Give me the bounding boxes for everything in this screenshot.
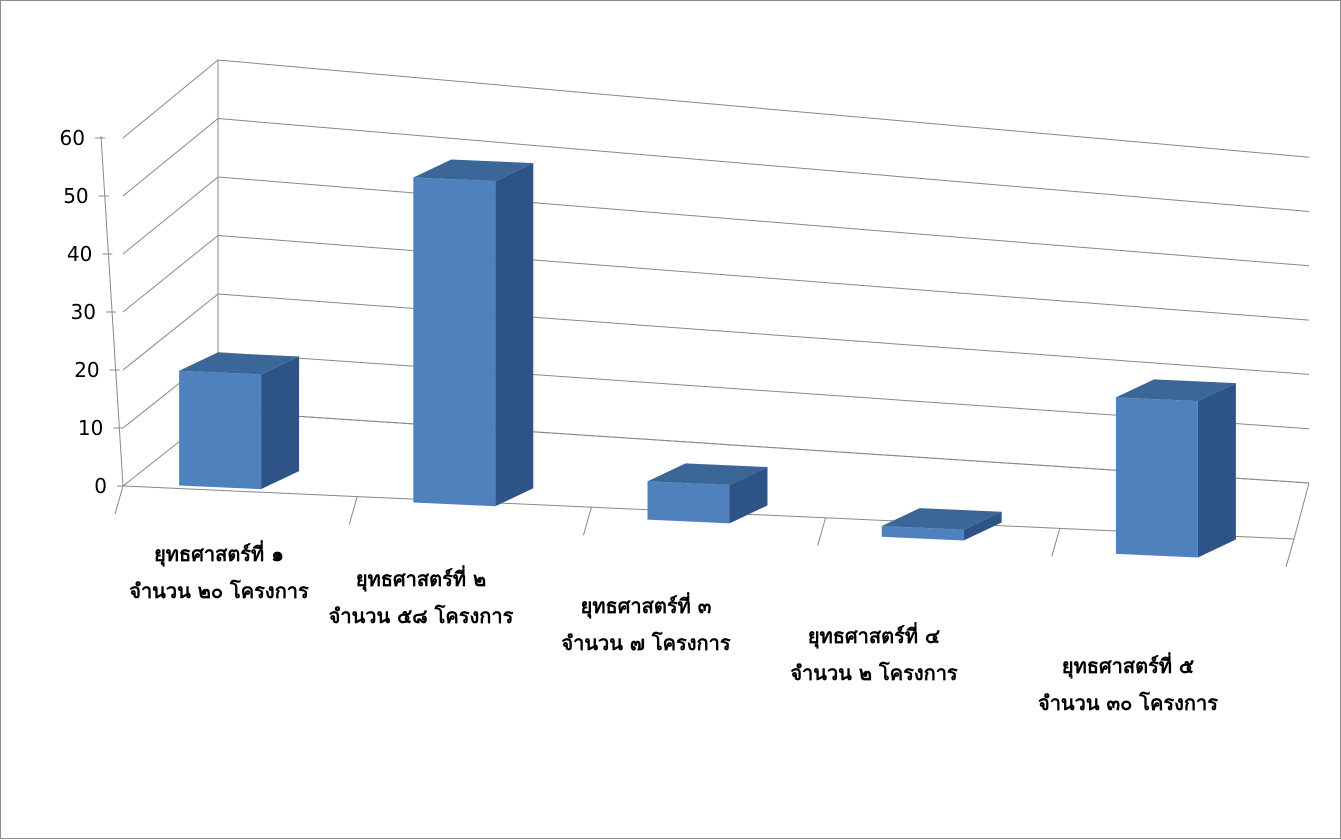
y-tick-label: 40 xyxy=(67,242,92,266)
bar-side xyxy=(1197,383,1236,558)
bar xyxy=(179,370,262,490)
category-label: จำนวน ๓๐ โครงการ xyxy=(1038,691,1218,715)
bar-top xyxy=(647,463,768,486)
x-tick-mark xyxy=(114,485,124,515)
gridline xyxy=(122,351,1310,430)
bar xyxy=(413,177,496,507)
bars xyxy=(179,159,1236,558)
gridline xyxy=(122,293,1310,375)
bar-side xyxy=(261,356,300,490)
gridline xyxy=(122,234,1310,321)
x-tick-mark xyxy=(1285,538,1295,568)
bar-top xyxy=(881,508,1002,530)
gridline xyxy=(122,176,1310,267)
bar xyxy=(881,526,964,541)
y-axis: 0 10 20 30 40 50 60 xyxy=(60,126,127,498)
bar xyxy=(1115,397,1198,558)
category-label: จำนวน ๒๐ โครงการ xyxy=(129,579,309,603)
gridline xyxy=(122,117,1310,212)
category-label: ยุทธศาสตร์ที่ ๔ xyxy=(808,621,940,649)
y-tick-label: 0 xyxy=(94,474,107,498)
y-tick-label: 20 xyxy=(74,358,99,382)
x-tick-mark xyxy=(1051,528,1061,557)
bar-side xyxy=(495,163,534,507)
bar-side xyxy=(729,467,768,524)
y-axis-line xyxy=(100,135,124,487)
category-label: ยุทธศาสตร์ที่ ๒ xyxy=(356,564,486,592)
category-label: ยุทธศาสตร์ที่ ๑ xyxy=(154,539,284,567)
category-label: ยุทธศาสตร์ที่ ๓ xyxy=(581,591,712,619)
x-axis xyxy=(114,485,1295,568)
x-tick-mark xyxy=(582,507,592,536)
category-label: จำนวน ๕๘ โครงการ xyxy=(329,604,514,628)
y-tick-label: 10 xyxy=(78,416,103,440)
category-label: ยุทธศาสตร์ที่ ๕ xyxy=(1062,651,1194,679)
category-labels: ยุทธศาสตร์ที่ ๑จำนวน ๒๐ โครงการ ยุทธศาสตร… xyxy=(129,539,1218,715)
category-label: จำนวน ๗ โครงการ xyxy=(561,631,730,655)
grid-lines xyxy=(122,59,1310,487)
bar-top xyxy=(1115,379,1236,402)
y-tick-label: 60 xyxy=(60,126,85,150)
bar-side xyxy=(963,511,1002,541)
category-label: จำนวน ๒ โครงการ xyxy=(790,661,958,685)
x-tick-mark xyxy=(348,496,358,525)
x-tick-mark xyxy=(817,517,827,546)
y-tick-label: 50 xyxy=(63,184,88,208)
gridline xyxy=(122,59,1310,158)
bar xyxy=(647,481,730,524)
bar-top xyxy=(413,159,534,182)
y-tick-label: 30 xyxy=(71,300,96,324)
bar-top xyxy=(179,352,300,375)
